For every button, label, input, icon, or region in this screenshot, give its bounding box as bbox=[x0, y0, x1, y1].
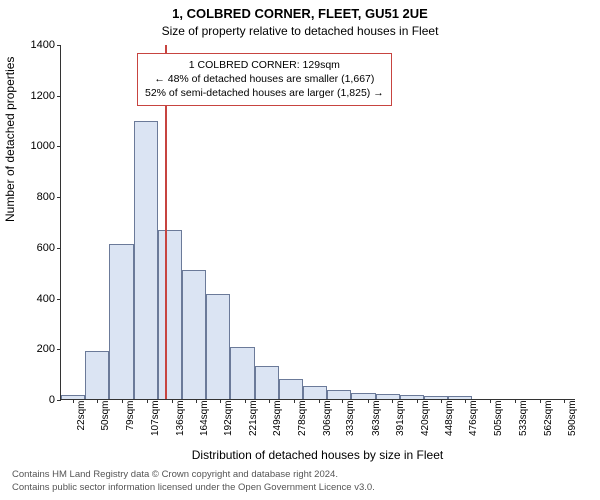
x-tick-mark bbox=[342, 399, 343, 403]
x-tick-mark bbox=[515, 399, 516, 403]
annotation-line-3: 52% of semi-detached houses are larger (… bbox=[145, 86, 384, 100]
x-tick: 590sqm bbox=[567, 400, 578, 436]
x-tick: 278sqm bbox=[297, 400, 308, 436]
histogram-bar bbox=[303, 386, 327, 399]
y-tick: 800 bbox=[26, 191, 61, 203]
x-tick: 306sqm bbox=[322, 400, 333, 436]
chart-container: 1, COLBRED CORNER, FLEET, GU51 2UE Size … bbox=[0, 0, 600, 500]
x-tick: 476sqm bbox=[468, 400, 479, 436]
x-tick-mark bbox=[73, 399, 74, 403]
x-tick: 448sqm bbox=[444, 400, 455, 436]
x-tick: 249sqm bbox=[272, 400, 283, 436]
x-tick: 333sqm bbox=[345, 400, 356, 436]
histogram-bar bbox=[448, 396, 472, 399]
histogram-bar bbox=[61, 395, 85, 399]
histogram-bar bbox=[424, 396, 448, 399]
plot-area: 020040060080010001200140022sqm50sqm79sqm… bbox=[60, 45, 575, 400]
annotation-box: 1 COLBRED CORNER: 129sqm ← 48% of detach… bbox=[137, 53, 392, 106]
histogram-bar bbox=[109, 244, 133, 399]
footer-line-2: Contains public sector information licen… bbox=[12, 482, 375, 494]
x-tick-mark bbox=[196, 399, 197, 403]
chart-title-main: 1, COLBRED CORNER, FLEET, GU51 2UE bbox=[0, 6, 600, 21]
x-tick-mark bbox=[319, 399, 320, 403]
y-tick: 1000 bbox=[26, 140, 61, 152]
y-tick: 0 bbox=[26, 394, 61, 406]
histogram-bar bbox=[255, 366, 279, 399]
x-tick: 221sqm bbox=[248, 400, 259, 436]
y-tick: 600 bbox=[26, 242, 61, 254]
x-tick-mark bbox=[172, 399, 173, 403]
y-tick: 1400 bbox=[26, 39, 61, 51]
y-tick: 1200 bbox=[26, 90, 61, 102]
x-tick: 505sqm bbox=[493, 400, 504, 436]
footer-line-1: Contains HM Land Registry data © Crown c… bbox=[12, 469, 375, 481]
x-tick: 192sqm bbox=[223, 400, 234, 436]
histogram-bar bbox=[182, 270, 206, 399]
x-tick-mark bbox=[220, 399, 221, 403]
x-tick-mark bbox=[368, 399, 369, 403]
histogram-bar bbox=[158, 230, 182, 399]
histogram-bar bbox=[351, 393, 375, 399]
x-tick-mark bbox=[245, 399, 246, 403]
x-tick-mark bbox=[465, 399, 466, 403]
x-tick: 22sqm bbox=[76, 400, 87, 430]
x-tick: 562sqm bbox=[543, 400, 554, 436]
annotation-line-2: ← 48% of detached houses are smaller (1,… bbox=[145, 72, 384, 86]
x-tick: 136sqm bbox=[175, 400, 186, 436]
x-tick-mark bbox=[392, 399, 393, 403]
y-tick: 200 bbox=[26, 343, 61, 355]
histogram-bar bbox=[279, 379, 303, 399]
x-tick-mark bbox=[147, 399, 148, 403]
y-axis-label: Number of detached properties bbox=[3, 57, 17, 222]
histogram-bar bbox=[230, 347, 254, 399]
x-tick: 164sqm bbox=[199, 400, 210, 436]
chart-title-sub: Size of property relative to detached ho… bbox=[0, 24, 600, 38]
x-tick-mark bbox=[97, 399, 98, 403]
y-tick: 400 bbox=[26, 293, 61, 305]
x-tick-mark bbox=[294, 399, 295, 403]
histogram-bar bbox=[134, 121, 158, 399]
x-tick-mark bbox=[417, 399, 418, 403]
histogram-bar bbox=[85, 351, 109, 399]
x-tick-mark bbox=[540, 399, 541, 403]
x-tick: 107sqm bbox=[150, 400, 161, 436]
x-tick-mark bbox=[269, 399, 270, 403]
attribution-footer: Contains HM Land Registry data © Crown c… bbox=[12, 469, 375, 494]
annotation-line-1: 1 COLBRED CORNER: 129sqm bbox=[145, 58, 384, 72]
x-tick: 391sqm bbox=[395, 400, 406, 436]
x-tick-mark bbox=[564, 399, 565, 403]
x-tick: 420sqm bbox=[420, 400, 431, 436]
x-tick: 363sqm bbox=[371, 400, 382, 436]
histogram-bar bbox=[376, 394, 400, 399]
x-axis-label: Distribution of detached houses by size … bbox=[60, 448, 575, 462]
x-tick-mark bbox=[122, 399, 123, 403]
x-tick-mark bbox=[490, 399, 491, 403]
x-tick-mark bbox=[441, 399, 442, 403]
histogram-bar bbox=[206, 294, 230, 399]
x-tick: 50sqm bbox=[100, 400, 111, 430]
x-tick: 533sqm bbox=[518, 400, 529, 436]
histogram-bar bbox=[400, 395, 424, 399]
histogram-bar bbox=[327, 390, 351, 399]
x-tick: 79sqm bbox=[125, 400, 136, 430]
